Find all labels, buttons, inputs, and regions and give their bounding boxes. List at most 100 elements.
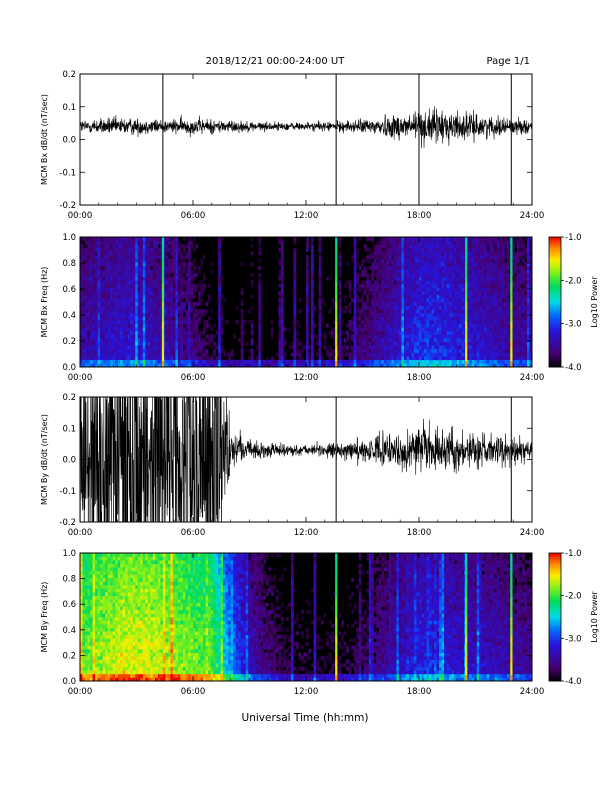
colorbar-tick-label: -4.0 xyxy=(565,677,582,687)
y-tick-label: 0.4 xyxy=(62,626,76,636)
spike-mark xyxy=(465,578,468,586)
spike-mark xyxy=(465,649,468,656)
spike-mark xyxy=(465,610,468,618)
spike-mark xyxy=(465,243,468,251)
spike-mark xyxy=(510,276,513,283)
spike-mark xyxy=(465,328,468,335)
x-tick-label: 00:00 xyxy=(68,373,93,383)
spike-mark xyxy=(510,636,513,644)
spike-mark xyxy=(161,250,165,257)
x-tick-label: 06:00 xyxy=(181,528,206,538)
spike-mark xyxy=(510,597,513,605)
y-tick-label: 0.8 xyxy=(62,259,76,269)
colorbar-tick-label: -3.0 xyxy=(565,634,582,644)
spike-mark xyxy=(465,315,468,322)
spike-mark xyxy=(465,321,468,329)
y-tick-label: -0.1 xyxy=(59,487,76,497)
spike-mark xyxy=(510,321,513,329)
x-tick-label: 12:00 xyxy=(294,373,319,383)
colorbar: -1.0 -2.0 -3.0 -4.0 Log10 Power xyxy=(548,233,599,373)
y-tick-label: 0.2 xyxy=(62,393,76,403)
spike-mark xyxy=(465,334,468,342)
spike-mark xyxy=(161,315,165,322)
date-range-title: 2018/12/21 00:00-24:00 UT xyxy=(206,56,346,67)
y-tick-label: 0.0 xyxy=(62,136,76,146)
colorbar-tick-label: -1.0 xyxy=(565,549,582,559)
colorbar-tick-label: -2.0 xyxy=(565,276,582,286)
spike-mark xyxy=(161,276,165,283)
y-tick-label: -0.1 xyxy=(59,168,76,178)
plot-area xyxy=(80,553,532,681)
spike-mark xyxy=(465,591,468,599)
spike-mark xyxy=(465,655,468,663)
spike-mark xyxy=(335,334,338,342)
spike-mark xyxy=(465,674,468,681)
spike-mark xyxy=(161,308,165,316)
x-tick-label: 12:00 xyxy=(294,687,319,697)
spike-mark xyxy=(335,585,338,592)
x-tick-label: 18:00 xyxy=(407,687,432,697)
colorbar-tick-label: -3.0 xyxy=(565,320,582,330)
spike-mark xyxy=(465,347,468,355)
spike-mark xyxy=(465,269,468,277)
spike-mark xyxy=(161,295,165,303)
spike-mark xyxy=(335,269,338,277)
spike-mark xyxy=(465,629,468,637)
spike-mark xyxy=(335,321,338,329)
spike-mark xyxy=(335,636,338,644)
spike-mark xyxy=(335,565,338,573)
spike-mark xyxy=(465,263,468,270)
spike-mark xyxy=(510,565,513,573)
spike-mark xyxy=(335,597,338,605)
spike-mark xyxy=(335,668,338,676)
spike-mark xyxy=(335,572,338,580)
spike-mark xyxy=(335,354,338,361)
spike-mark xyxy=(510,263,513,270)
spike-mark xyxy=(510,289,513,296)
spike-mark xyxy=(161,354,165,361)
plot-area xyxy=(80,74,532,205)
y-axis-label: MCM Bx dB/dt (nT/sec) xyxy=(40,94,49,185)
spike-mark xyxy=(465,276,468,283)
colorbar: -1.0 -2.0 -3.0 -4.0 Log10 Power xyxy=(548,549,599,687)
y-tick-label: 0.2 xyxy=(62,337,76,347)
spike-mark xyxy=(465,604,468,612)
colorbar-tick-label: -1.0 xyxy=(565,233,582,243)
spike-mark xyxy=(510,250,513,257)
spike-mark xyxy=(335,674,338,681)
spike-mark xyxy=(161,269,165,277)
y-tick-label: -0.2 xyxy=(59,518,76,528)
spike-mark xyxy=(335,655,338,663)
spike-mark xyxy=(335,642,338,650)
spike-mark xyxy=(335,328,338,335)
colorbar-label: Log10 Power xyxy=(590,276,599,328)
colorbar-label: Log10 Power xyxy=(590,591,599,643)
x-tick-label: 06:00 xyxy=(181,211,206,221)
spike-mark xyxy=(510,642,513,650)
y-tick-label: 1.0 xyxy=(62,233,76,243)
spike-mark xyxy=(510,661,513,669)
spike-mark xyxy=(510,341,513,348)
spike-mark xyxy=(335,256,338,264)
spike-mark xyxy=(335,360,338,367)
x-tick-label: 24:00 xyxy=(520,528,545,538)
spike-mark xyxy=(510,617,513,624)
spike-mark xyxy=(335,341,338,348)
spike-mark xyxy=(161,347,165,355)
x-tick-label: 00:00 xyxy=(68,211,93,221)
y-tick-label: -0.2 xyxy=(59,201,76,211)
spike-mark xyxy=(510,655,513,663)
spike-mark xyxy=(161,321,165,329)
spike-mark xyxy=(465,308,468,316)
plot-area xyxy=(80,397,532,522)
spike-mark xyxy=(465,354,468,361)
spike-mark xyxy=(465,341,468,348)
spike-mark xyxy=(335,610,338,618)
spike-mark xyxy=(510,668,513,676)
spike-mark xyxy=(465,360,468,367)
spike-mark xyxy=(510,360,513,367)
colorbar-tick-label: -4.0 xyxy=(565,363,582,373)
spike-mark xyxy=(335,289,338,296)
x-tick-label: 24:00 xyxy=(520,373,545,383)
